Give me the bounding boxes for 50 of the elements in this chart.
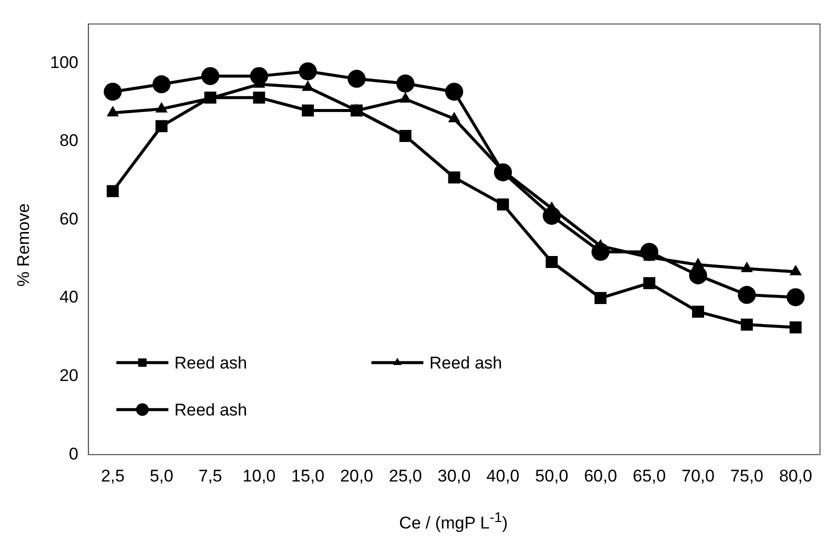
legend-label: Reed ash (174, 353, 248, 372)
x-tick-label: 30,0 (438, 466, 471, 486)
x-tick-label: 70,0 (682, 466, 715, 486)
point (790, 321, 802, 334)
y-tick-label: 0 (68, 444, 78, 464)
point (689, 266, 708, 284)
point (643, 277, 656, 290)
x-tick-label: 15,0 (291, 466, 324, 486)
x-tick-label: 75,0 (730, 466, 764, 486)
point (594, 292, 607, 304)
x-tick-label: 10,0 (242, 466, 276, 486)
point (445, 82, 464, 101)
x-tick-label: 7,5 (198, 466, 222, 486)
y-tick-label: 40 (59, 288, 78, 307)
point (152, 75, 171, 94)
y-tick-label: 100 (50, 52, 78, 72)
y-tick-label: 80 (59, 131, 78, 150)
point (298, 62, 317, 80)
point (448, 171, 460, 184)
point (786, 288, 805, 306)
y-tick-label: 20 (59, 366, 78, 385)
legend-label: Reed ash (429, 353, 502, 372)
legend-label: Reed ash (174, 400, 248, 420)
x-tick-label: 60,0 (584, 466, 618, 486)
point (396, 74, 414, 92)
point (399, 130, 412, 142)
point (302, 104, 314, 117)
x-tick-label: 5,0 (150, 466, 174, 486)
x-tick-label: 65,0 (632, 466, 666, 486)
point (546, 256, 558, 268)
point (106, 185, 119, 198)
y-tick-label: 60 (59, 209, 78, 228)
point (201, 67, 220, 86)
point (738, 286, 756, 304)
x-tick-label: 25,0 (388, 466, 422, 486)
x-tick-label: 50,0 (535, 466, 568, 486)
point (156, 120, 168, 132)
x-tick-label: 20,0 (340, 466, 374, 486)
y-axis-title: % Remove (14, 203, 34, 287)
point (104, 82, 122, 101)
point (496, 198, 509, 210)
point (253, 92, 266, 104)
point (692, 306, 704, 318)
x-axis-title: Ce / (mgP L$^{-1}$) (398, 510, 509, 534)
point (350, 104, 363, 117)
point (348, 70, 366, 88)
x-tick-label: 2,5 (100, 466, 125, 486)
point (740, 318, 753, 331)
x-tick-label: 40,0 (486, 466, 520, 486)
x-tick-label: 80,0 (779, 466, 812, 486)
